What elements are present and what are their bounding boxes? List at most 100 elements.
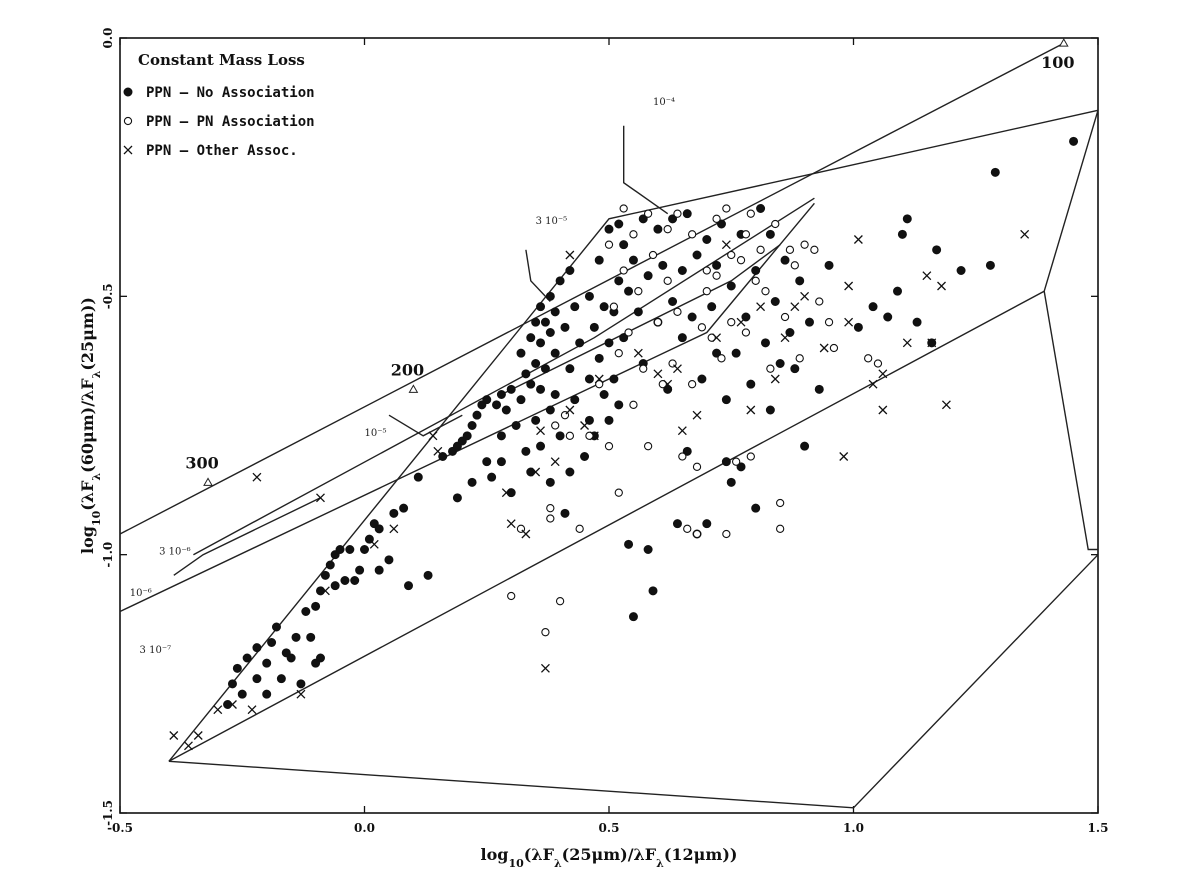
data-point-filled [404, 581, 414, 591]
mass-loss-rate-label: 3 10⁻⁶ [159, 547, 191, 558]
data-point-filled [765, 405, 775, 415]
data-point-open [541, 628, 550, 637]
data-point-filled [624, 286, 634, 296]
data-point-filled [682, 209, 692, 219]
series-1 [507, 204, 883, 637]
data-point-filled [653, 224, 663, 234]
data-point-open [751, 276, 760, 285]
data-point-filled [511, 421, 521, 430]
data-point-filled [540, 364, 550, 374]
data-point-open [771, 219, 780, 229]
data-point-filled [648, 586, 658, 596]
data-point-open [815, 297, 824, 306]
data-point-filled [536, 384, 546, 394]
legend-title: Constant Mass Loss [138, 51, 305, 69]
data-point-open [864, 354, 873, 363]
data-point-filled [780, 255, 790, 265]
data-point-cross [428, 431, 438, 441]
data-point-filled [536, 441, 546, 451]
x-tick-label: 0.5 [599, 821, 620, 835]
data-point-cross [531, 467, 541, 477]
data-point-cross [692, 410, 702, 420]
curve-massloss-track-1 [623, 125, 669, 215]
data-point-open [702, 287, 711, 296]
data-point-filled [360, 545, 369, 554]
data-point-filled [883, 312, 893, 322]
data-point-open [766, 364, 775, 373]
data-point-filled [868, 302, 878, 312]
data-point-cross [389, 524, 399, 534]
data-point-filled [536, 302, 546, 312]
data-point-filled [531, 317, 541, 327]
data-point-filled [496, 390, 506, 399]
data-point-open [673, 307, 682, 316]
data-point-open [634, 287, 643, 296]
data-point-filled [531, 415, 541, 425]
data-point-open [692, 529, 702, 539]
data-point-filled [496, 431, 506, 441]
data-point-filled [712, 348, 722, 358]
curve-envelope-right [1043, 110, 1099, 292]
data-point-open [546, 504, 555, 513]
data-point-filled [237, 689, 247, 699]
x-axis-label: log10(λFλ(25μm)/λFλ(12μm)) [481, 845, 738, 870]
data-point-open [619, 204, 628, 213]
data-point-cross [247, 705, 257, 715]
data-point-filled [526, 379, 536, 389]
data-point-open [507, 591, 516, 601]
data-point-open [585, 431, 594, 440]
data-point-filled [633, 307, 643, 317]
data-point-filled [311, 601, 321, 611]
data-point-filled [702, 519, 712, 529]
data-point-filled [751, 503, 761, 513]
data-point-open [604, 240, 614, 249]
data-point-filled [545, 477, 555, 487]
x-tick-label: 1.0 [843, 821, 864, 835]
data-point-cross [565, 250, 575, 260]
data-point-filled [746, 379, 756, 389]
data-point-open [722, 204, 731, 213]
data-point-filled [726, 281, 736, 291]
data-point-open [776, 524, 785, 533]
curve-envelope-bottom [168, 554, 1099, 809]
data-point-filled [707, 302, 717, 312]
temperature-marker [408, 384, 419, 393]
data-point-filled [516, 348, 526, 358]
data-point-filled [643, 545, 653, 554]
data-point-filled [550, 390, 560, 399]
data-point-open [687, 380, 697, 389]
data-point-cross [868, 379, 878, 389]
data-point-filled [555, 276, 565, 286]
data-point-cross [853, 235, 863, 244]
data-point-filled [555, 431, 565, 441]
data-point-open [692, 462, 702, 471]
series-0 [223, 136, 1079, 709]
temperature-marker [203, 477, 213, 486]
data-point-filled [599, 302, 609, 312]
data-point-filled [374, 524, 384, 534]
data-point-open [702, 266, 711, 275]
mass-loss-rate-label: 10⁻⁴ [653, 97, 675, 108]
data-point-filled [462, 431, 472, 441]
data-point-filled [751, 266, 761, 275]
data-point-filled [589, 322, 599, 332]
data-point-cross [922, 271, 932, 281]
data-point-filled [775, 359, 785, 368]
data-point-filled [330, 581, 340, 591]
data-point-open [790, 261, 799, 270]
data-point-open [663, 225, 672, 234]
data-point-filled [672, 519, 682, 529]
data-point-cross [320, 586, 330, 596]
data-point-filled [614, 219, 624, 229]
data-point-filled [721, 457, 731, 467]
data-point-open [648, 250, 658, 260]
data-point-open [736, 256, 746, 265]
data-point-filled [712, 260, 722, 270]
data-point-filled [252, 674, 262, 684]
data-point-filled [594, 255, 604, 265]
data-point-filled [677, 333, 687, 343]
data-point-filled [853, 322, 863, 332]
data-point-filled [492, 400, 502, 410]
data-point-filled [1069, 136, 1079, 146]
